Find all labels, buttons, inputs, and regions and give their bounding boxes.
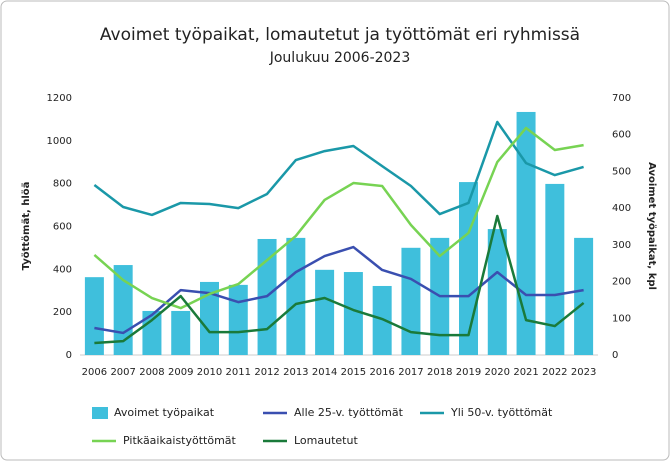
bar bbox=[315, 269, 335, 355]
x-tick-label: 2017 bbox=[398, 367, 423, 378]
x-tick-label: 2023 bbox=[571, 367, 596, 378]
x-tick-label: 2008 bbox=[139, 367, 164, 378]
x-tick-label: 2007 bbox=[110, 367, 135, 378]
y2-tick-label: 500 bbox=[612, 166, 631, 177]
x-tick-label: 2012 bbox=[254, 367, 279, 378]
bar bbox=[84, 277, 104, 355]
y-tick-label: 200 bbox=[53, 307, 72, 318]
x-tick-label: 2016 bbox=[369, 367, 394, 378]
bar bbox=[343, 272, 363, 355]
bar bbox=[372, 285, 392, 355]
x-tick-label: 2015 bbox=[341, 367, 366, 378]
legend-label: Avoimet työpaikat bbox=[114, 406, 215, 419]
line bbox=[93, 120, 584, 217]
y2-tick-label: 200 bbox=[612, 277, 631, 288]
bar bbox=[228, 284, 248, 355]
legend-swatch bbox=[92, 407, 108, 419]
bar bbox=[545, 183, 565, 355]
x-tick-label: 2018 bbox=[427, 367, 452, 378]
x-tick-label: 2011 bbox=[226, 367, 251, 378]
y2-tick-label: 100 bbox=[612, 313, 631, 324]
x-tick-label: 2014 bbox=[312, 367, 337, 378]
bar bbox=[459, 182, 478, 355]
x-tick-label: 2019 bbox=[456, 367, 481, 378]
x-tick-label: 2013 bbox=[283, 367, 308, 378]
bar bbox=[286, 237, 306, 355]
y-tick-label: 1000 bbox=[47, 136, 72, 147]
x-tick-label: 2022 bbox=[542, 367, 567, 378]
legend-label: Lomautetut bbox=[294, 434, 358, 447]
y2-tick-label: 700 bbox=[612, 93, 631, 104]
y2-tick-label: 600 bbox=[612, 130, 631, 141]
line bbox=[93, 126, 584, 310]
y-tick-label: 1200 bbox=[47, 93, 72, 104]
y2-axis-title: Avoimet työpaikat, kpl bbox=[646, 162, 657, 290]
bar bbox=[200, 281, 219, 355]
bar bbox=[142, 310, 162, 355]
y-tick-label: 0 bbox=[66, 350, 72, 361]
y2-tick-label: 0 bbox=[612, 350, 618, 361]
line bbox=[94, 214, 585, 345]
x-tick-label: 2010 bbox=[197, 367, 222, 378]
y-tick-label: 600 bbox=[53, 222, 72, 233]
line bbox=[94, 245, 584, 335]
chart-title: Avoimet työpaikat, lomautetut ja työttöm… bbox=[100, 25, 580, 45]
x-tick-label: 2009 bbox=[168, 367, 193, 378]
x-tick-label: 2006 bbox=[82, 367, 107, 378]
bar bbox=[171, 310, 191, 355]
legend-label: Alle 25-v. työttömät bbox=[294, 406, 404, 419]
y2-tick-label: 400 bbox=[612, 203, 631, 214]
bar bbox=[574, 237, 594, 355]
legend-label: Yli 50-v. työttömät bbox=[450, 406, 553, 419]
legend-label: Pitkäaikaistyöttömät bbox=[123, 434, 237, 447]
bar bbox=[401, 247, 421, 355]
chart-subtitle: Joulukuu 2006-2023 bbox=[269, 50, 411, 66]
y-tick-label: 800 bbox=[53, 179, 72, 190]
x-tick-label: 2020 bbox=[485, 367, 510, 378]
y2-tick-label: 300 bbox=[612, 240, 631, 251]
y-axis-title: Työttömät, hlöä bbox=[21, 182, 32, 271]
bar bbox=[487, 229, 507, 355]
y-tick-label: 400 bbox=[53, 264, 72, 275]
x-tick-label: 2021 bbox=[513, 367, 538, 378]
